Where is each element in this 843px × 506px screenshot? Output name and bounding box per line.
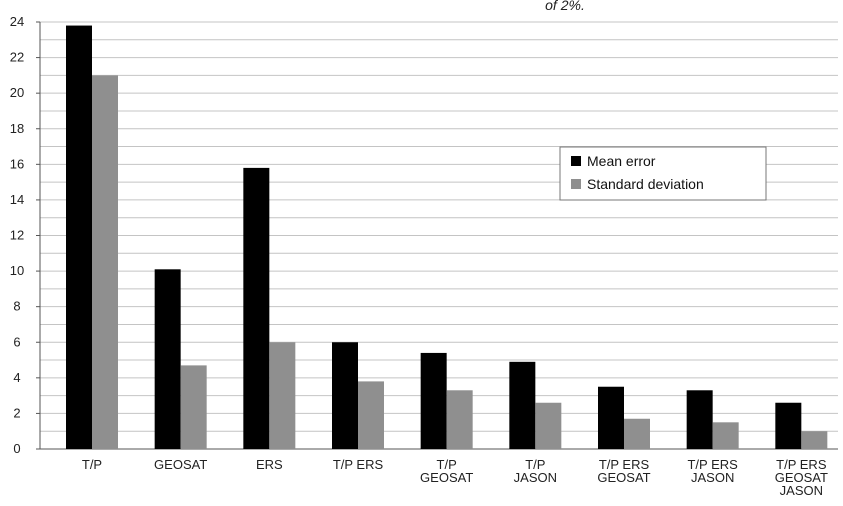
y-tick-label: 6 bbox=[13, 334, 20, 349]
x-category-label: T/P ERS GEOSAT JASON bbox=[775, 457, 828, 498]
y-tick-label: 12 bbox=[10, 228, 24, 243]
legend-swatch bbox=[571, 156, 581, 166]
x-category-label: GEOSAT bbox=[154, 457, 207, 472]
legend-box bbox=[559, 146, 767, 201]
bar-standard-deviation bbox=[801, 431, 828, 449]
x-category-label: T/P ERS JASON bbox=[687, 457, 738, 485]
bar-standard-deviation bbox=[446, 390, 473, 449]
y-tick-label: 10 bbox=[10, 263, 24, 278]
legend-swatch bbox=[571, 179, 581, 189]
legend-label: Standard deviation bbox=[587, 176, 704, 192]
x-category-label: T/P bbox=[82, 457, 102, 472]
bar-standard-deviation bbox=[624, 418, 650, 449]
legend-label: Mean error bbox=[587, 153, 656, 169]
y-tick-label: 2 bbox=[13, 405, 20, 420]
bar-standard-deviation bbox=[92, 75, 118, 449]
y-tick-label: 4 bbox=[13, 370, 20, 385]
bar-standard-deviation bbox=[535, 402, 562, 449]
bar-mean-error bbox=[66, 25, 92, 450]
x-category-label: ERS bbox=[256, 457, 283, 472]
bar-mean-error bbox=[509, 361, 536, 449]
y-tick-label: 24 bbox=[10, 14, 24, 29]
top-note: of 2%. bbox=[545, 0, 585, 13]
y-tick-label: 0 bbox=[13, 441, 20, 456]
bar-standard-deviation bbox=[180, 365, 207, 449]
bar-mean-error bbox=[154, 269, 181, 449]
bar-standard-deviation bbox=[358, 381, 384, 449]
bar-mean-error bbox=[332, 342, 358, 449]
bar-mean-error bbox=[775, 402, 802, 449]
bar-standard-deviation bbox=[269, 342, 296, 449]
y-tick-label: 18 bbox=[10, 121, 24, 136]
bar-mean-error bbox=[598, 386, 624, 449]
bar-mean-error bbox=[686, 390, 713, 449]
y-tick-label: 16 bbox=[10, 156, 24, 171]
bars bbox=[66, 25, 828, 450]
bar-standard-deviation bbox=[712, 422, 739, 449]
x-category-label: T/P GEOSAT bbox=[420, 457, 473, 485]
y-tick-label: 8 bbox=[13, 299, 20, 314]
x-category-label: T/P JASON bbox=[514, 457, 557, 485]
bar-mean-error bbox=[243, 167, 270, 449]
x-category-label: T/P ERS bbox=[333, 457, 384, 472]
bar-mean-error bbox=[420, 352, 447, 449]
y-tick-label: 22 bbox=[10, 50, 24, 65]
legend: Mean error Standard deviation bbox=[559, 146, 767, 201]
y-tick-label: 20 bbox=[10, 85, 24, 100]
x-category-label: T/P ERS GEOSAT bbox=[597, 457, 650, 485]
y-tick-label: 14 bbox=[10, 192, 24, 207]
